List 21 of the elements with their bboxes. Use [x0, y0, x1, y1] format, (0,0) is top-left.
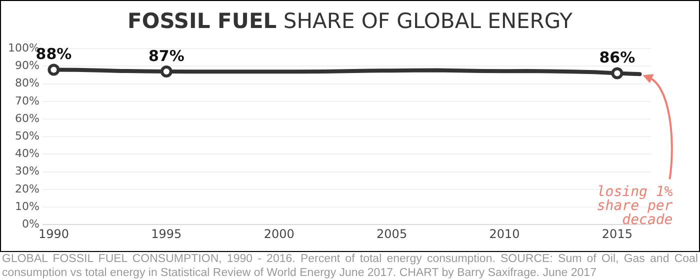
x-tick-label: 1990 — [38, 226, 69, 241]
chart-title: FOSSIL FUEL SHARE OF GLOBAL ENERGY — [126, 8, 574, 35]
data-label: 87% — [148, 46, 184, 65]
data-label: 86% — [599, 48, 636, 67]
x-tick-label: 1995 — [151, 226, 182, 241]
x-tick-label: 2010 — [489, 226, 520, 241]
y-tick-label: 40% — [14, 147, 40, 160]
y-tick-label: 10% — [14, 200, 40, 213]
x-tick-label: 2000 — [264, 226, 294, 241]
y-tick-label: 30% — [14, 164, 40, 178]
y-tick-label: 70% — [14, 94, 40, 108]
y-tick-label: 20% — [14, 182, 40, 196]
x-tick-label: 2015 — [602, 226, 632, 241]
annotation: losing 1% share per decade — [596, 184, 674, 228]
y-tick-label: 0% — [22, 217, 40, 230]
y-tick-label: 50% — [14, 129, 40, 142]
x-tick-label: 2005 — [376, 226, 408, 241]
text: GLOBAL FOSSIL FUEL CONSUMPTION, 1990 - 2016. Percent of total energy consumption. SOURCE: Sum of Oil, Gas and Coal consumption vs total energy in Statistical Review of World Energy June 2017. CHART by Barry Saxifrage. June 2017 — [1, 252, 699, 280]
y-tick-label: 80% — [14, 76, 40, 90]
y-tick-label: 90% — [14, 59, 40, 72]
y-tick-label: 60% — [14, 112, 40, 125]
